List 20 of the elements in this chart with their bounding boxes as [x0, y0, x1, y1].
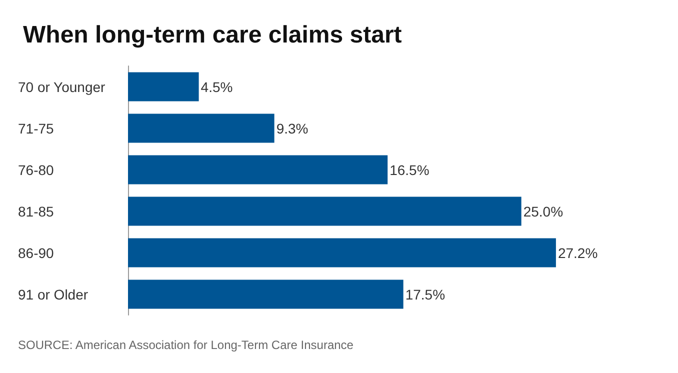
y-tick-label: 71-75 — [18, 120, 54, 136]
bar — [128, 238, 556, 268]
y-tick-label: 86-90 — [18, 244, 54, 261]
y-tick-label: 70 or Younger — [18, 78, 106, 95]
source-note: SOURCE: American Association for Long-Term Care Insurance — [18, 338, 354, 352]
data-label: 4.5% — [200, 78, 233, 95]
bar — [128, 114, 274, 143]
chart-title: When long-term care claims start — [23, 22, 402, 48]
bar — [128, 72, 199, 102]
data-label: 16.5% — [390, 162, 430, 178]
bar — [128, 196, 522, 226]
data-label: 17.5% — [405, 286, 446, 302]
data-label: 27.2% — [558, 244, 598, 261]
data-label: 9.3% — [276, 120, 308, 136]
bar — [128, 280, 404, 309]
y-tick-label: 81-85 — [18, 203, 54, 220]
y-tick-label: 76-80 — [18, 162, 54, 178]
bar — [128, 155, 388, 184]
y-tick-label: 91 or Older — [18, 286, 88, 302]
data-label: 25.0% — [523, 203, 564, 220]
